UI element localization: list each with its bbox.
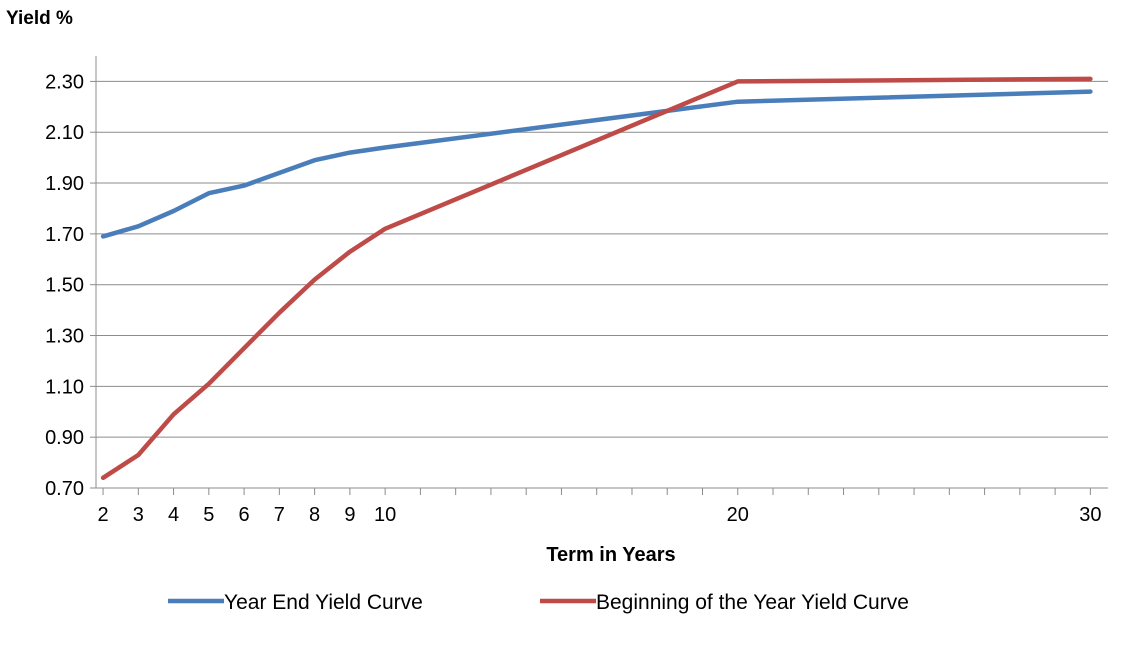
y-axis-title: Yield % [6, 8, 73, 29]
series-line-1 [100, 76, 1093, 481]
x-tick-label: 5 [203, 504, 214, 526]
y-tick-label: 0.90 [45, 427, 84, 449]
x-tick-label: 30 [1079, 504, 1101, 526]
y-tick-label: 0.70 [45, 478, 84, 500]
series-line-0 [100, 89, 1093, 239]
y-tick-label: 2.10 [45, 122, 84, 144]
y-tick-label: 1.90 [45, 173, 84, 195]
y-tick-label: 1.50 [45, 275, 84, 297]
legend-label-0: Year End Yield Curve [224, 591, 423, 614]
x-axis-title: Term in Years [546, 544, 675, 566]
y-tick-label: 2.30 [45, 71, 84, 93]
x-tick-label: 3 [133, 504, 144, 526]
x-tick-label: 10 [374, 504, 396, 526]
x-tick-labels: 2 3 4 5 6 7 8 9 10 20 30 [97, 504, 1101, 526]
x-tick-label: 8 [309, 504, 320, 526]
x-tick-label: 6 [239, 504, 250, 526]
axes [95, 56, 1108, 495]
y-tick-labels: 0.70 0.90 1.10 1.30 1.50 1.70 1.90 2.10 2.30 [45, 71, 84, 500]
x-tick-label: 9 [344, 504, 355, 526]
series-lines [100, 76, 1093, 481]
legend: Year End Yield Curve Beginning of the Yea… [168, 591, 909, 614]
x-tick-label: 4 [168, 504, 179, 526]
x-tick-label: 2 [97, 504, 108, 526]
legend-label-1: Beginning of the Year Yield Curve [596, 591, 909, 614]
x-tick-label: 7 [274, 504, 285, 526]
y-tick-label: 1.30 [45, 326, 84, 348]
y-tick-label: 1.10 [45, 376, 84, 398]
x-tick-label: 20 [727, 504, 749, 526]
gridlines [90, 80, 1108, 489]
y-tick-label: 1.70 [45, 224, 84, 246]
